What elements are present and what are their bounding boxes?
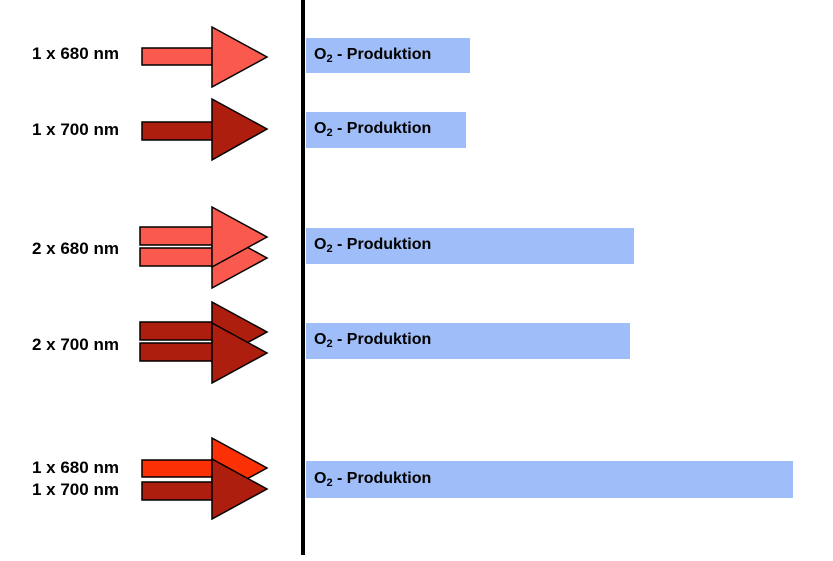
light-arrow-700nm-combined xyxy=(141,457,269,521)
light-arrow-680nm xyxy=(141,25,269,89)
o2-production-text: - Produktion xyxy=(332,45,432,63)
o2-production-text: - Produktion xyxy=(332,469,432,487)
o2-production-bar-1x680: O2 - Produktion xyxy=(306,38,470,73)
o2-element-symbol: O xyxy=(314,331,327,348)
light-arrow-680nm-combined-body xyxy=(141,459,215,478)
light-arrow-680nm-first-head xyxy=(211,205,269,269)
o2-subscript: 2 xyxy=(326,52,333,65)
o2-production-text: - Produktion xyxy=(332,331,432,348)
light-arrow-700nm-combined-head xyxy=(211,457,269,521)
o2-subscript: 2 xyxy=(326,338,333,350)
o2-element-symbol: O xyxy=(314,120,327,137)
divider-line xyxy=(301,0,305,555)
o2-production-bar-1x680-plus-1x700: O2 - Produktion xyxy=(306,461,793,498)
wavelength-label-2x700: 2 x 700 nm xyxy=(32,335,119,354)
light-arrow-680nm-second-body xyxy=(139,247,215,267)
o2-element-symbol: O xyxy=(314,236,327,253)
o2-production-bar-2x680: O2 - Produktion xyxy=(306,228,634,264)
wavelength-label-1x700: 1 x 700 nm xyxy=(32,120,119,139)
o2-production-label: O2 - Produktion xyxy=(314,121,431,139)
light-arrow-680nm-first-body xyxy=(139,226,215,246)
wavelength-label-1x680: 1 x 680 nm xyxy=(32,44,119,63)
light-arrow-700nm-body xyxy=(141,121,215,141)
light-arrow-700nm-head xyxy=(211,97,269,162)
light-arrow-680nm-first xyxy=(139,205,269,269)
o2-subscript: 2 xyxy=(326,243,333,255)
light-arrow-700nm xyxy=(141,97,269,162)
light-arrow-700nm-second-body xyxy=(139,342,215,362)
light-arrow-680nm-head xyxy=(211,25,269,89)
wavelength-label-1x680-plus-1x700-0: 1 x 680 nm xyxy=(32,458,119,477)
o2-production-label: O2 - Produktion xyxy=(314,45,432,65)
o2-subscript: 2 xyxy=(326,127,333,139)
light-arrow-700nm-combined-body xyxy=(141,481,215,501)
light-arrow-700nm-second xyxy=(139,321,269,385)
o2-element-symbol: O xyxy=(314,45,327,63)
o2-production-label: O2 - Produktion xyxy=(314,237,431,255)
light-arrow-700nm-first-body xyxy=(139,321,215,341)
o2-production-bar-2x700: O2 - Produktion xyxy=(306,323,630,359)
o2-subscript: 2 xyxy=(326,476,333,489)
o2-production-label: O2 - Produktion xyxy=(314,469,432,489)
wavelength-label-2x680: 2 x 680 nm xyxy=(32,239,119,258)
o2-element-symbol: O xyxy=(314,469,327,487)
light-arrow-680nm-body xyxy=(141,47,215,66)
o2-production-text: - Produktion xyxy=(332,120,432,137)
light-arrow-700nm-second-head xyxy=(211,321,269,385)
o2-production-bar-1x700: O2 - Produktion xyxy=(306,112,466,148)
wavelength-label-1x680-plus-1x700-1: 1 x 700 nm xyxy=(32,480,119,499)
o2-production-label: O2 - Produktion xyxy=(314,332,431,350)
o2-production-text: - Produktion xyxy=(332,236,432,253)
